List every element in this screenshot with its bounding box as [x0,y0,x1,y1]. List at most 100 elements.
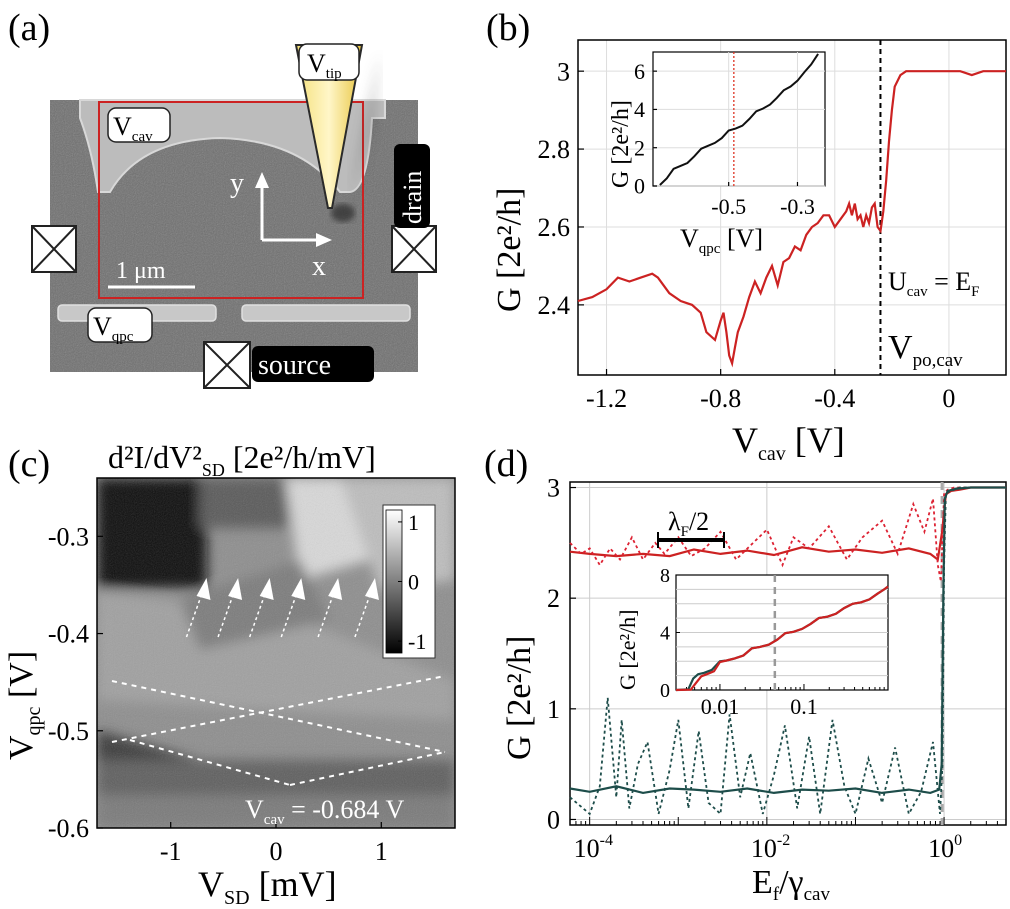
panel-d-inset-ylabel: G [2e²/h] [615,609,640,690]
vqpc-label: Vqpc [93,312,134,345]
x-tick-label: -0.3 [780,194,815,219]
panel-d-inset-grid [676,588,888,677]
contact-drain-icon [391,225,437,273]
x-tick-label: 0 [270,837,283,866]
colorbar-ticks: 1 0 -1 [398,510,426,654]
x-tick-label: 10-2 [751,832,790,863]
panel-b-ticks: -1.2 -0.8 -0.4 0 2.4 2.6 2.8 3 [538,57,956,413]
y-tick-label: 2 [634,135,645,160]
source-label: source [258,350,331,381]
y-tick-label: 4 [660,623,670,645]
y-tick-label: -0.4 [48,620,89,649]
y-tick-label: -0.3 [48,522,89,551]
contact-left-icon [31,225,77,273]
axis-x-label: x [312,251,326,282]
vcav-annotation: Vcav = -0.684 V [245,795,404,828]
panel-d-ticks: 0 1 2 3 10-4 10-2 100 [547,474,1007,863]
panel-c-title: d²I/dV²SD [2e²/h/mV] [108,439,376,480]
panel-d-inset-series-1-line [675,585,889,692]
y-tick-label: 2.8 [538,135,571,164]
arrow-marker-icon [354,578,379,638]
arrow-marker-icon [280,578,306,638]
panel-b-inset-series-line [659,53,819,186]
y-tick-label: 1 [547,695,560,724]
vqpc-label-box [87,307,153,343]
vpo-annotation: Vpo,cav [888,329,963,371]
y-tick-label: 2 [547,584,560,613]
y-tick-label: 3 [547,474,560,503]
y-tick-label: -0.6 [48,814,89,843]
panel-b-xlabel: Vcav [V] [732,420,845,465]
y-tick-label: 4 [634,97,645,122]
vcav-label: Vcav [113,112,153,145]
panel-c: (c) d²I/dV²SD [2e²/h/mV] [3,439,456,909]
panel-b-inset-frame [652,51,826,187]
panel-d-series-1-line [569,486,1006,582]
panel-c-ticks: -1 0 1 -0.3 -0.4 -0.5 -0.6 [48,522,388,866]
panel-d-frame [569,481,1007,826]
source-label-box [252,346,374,382]
panel-c-ylabel: Vqpc [V] [3,651,45,760]
tip-label: Vtip [307,49,342,82]
arrow-marker-icon [185,578,211,638]
panel-d-inset-ticks: 0 4 8 0.01 0.1 [660,565,889,719]
panel-b-inset-ticks: -0.5 -0.3 0 2 4 6 [634,59,815,219]
x-tick-label: -0.4 [814,384,855,413]
panel-b-ylabel: G [2e²/h] [491,188,528,312]
x-tick-label: -1 [160,837,182,866]
axis-y-label: y [230,168,244,199]
panel-b-frame [577,39,1007,376]
diamond-lines [111,675,446,786]
panel-d-inset-series [675,585,889,692]
scale-bar-label: 1 μm [116,258,166,284]
panel-b: (b) -1.2 -0.8 -0.4 0 2.4 2.6 2.8 3 -0.5 -0.3 0 2 4 6… [486,7,1007,465]
tip-shade [350,52,380,200]
arrow-marker-icon [217,578,243,638]
tip-label-box [298,43,360,81]
y-tick-label: -0.5 [48,717,89,746]
y-tick-label: 2.4 [538,291,571,320]
tip-shadow [331,204,355,222]
panel-c-label: (c) [8,443,50,485]
panel-d-xlabel: Ef/γcav [752,864,830,905]
colorbar-tick-label: -1 [408,629,426,654]
ucav-annotation: Ucav = EF [888,267,980,300]
vcav-label-box [107,107,171,143]
x-tick-label: 100 [928,832,962,863]
scan-area [98,101,364,299]
arrow-markers [185,578,379,638]
contact-source-icon [203,341,251,389]
panel-d-series-3-line [569,486,1006,817]
y-tick-label: 3 [557,57,570,86]
x-arrow-head [316,233,332,247]
lambda-label: λF/2 [668,507,709,540]
arrow-marker-icon [317,578,343,638]
panel-c-xlabel: VSD [mV] [198,864,337,909]
colorbar-tick-label: 1 [408,510,419,535]
panel-d: (d) 0 1 2 3 10-4 10-2 100 λF/2 0 4 8 0.01 0.1 G [2… [484,443,1007,905]
y-tick-label: 6 [634,59,645,84]
panel-d-label: (d) [484,443,528,485]
panel-a-label: (a) [8,7,50,49]
x-tick-label: -1.2 [586,384,627,413]
panel-a: (a) 1 μm y x Vtip Vcav Vqpc [8,7,437,389]
qpc-gate-right [241,304,411,322]
panel-b-inset-ylabel: G [2e²/h] [608,100,634,188]
x-tick-label: -0.8 [700,384,741,413]
y-tick-label: 2.6 [538,213,571,242]
panel-b-series-line [577,70,1006,368]
drain-label: drain [398,171,427,224]
x-tick-label: 0.01 [701,694,740,719]
panel-d-series [569,486,1006,817]
y-tick-label: 0 [634,174,645,199]
panel-d-ylabel: G [2e²/h] [501,636,538,760]
arrow-marker-icon [248,578,274,638]
panel-b-inset-xlabel: Vqpc [V] [680,224,763,257]
panel-b-label: (b) [486,7,530,49]
panel-b-inset-grid [653,52,825,187]
y-tick-label: 8 [660,565,670,587]
x-tick-label: 0 [942,384,955,413]
x-tick-label: 0.1 [790,694,818,719]
y-tick-label: 0 [660,680,670,702]
